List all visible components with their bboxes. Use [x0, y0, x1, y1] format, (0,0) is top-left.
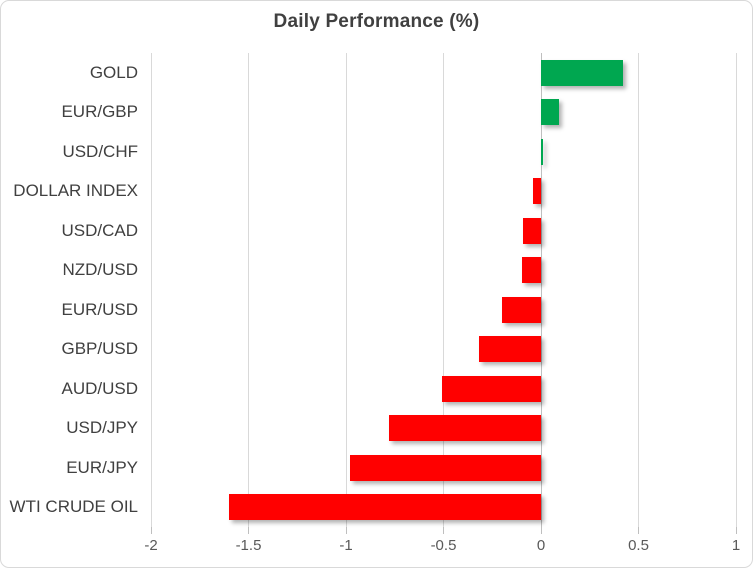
- x-axis-tick-label: 0: [536, 537, 546, 554]
- x-axis-tick-label: 0.5: [628, 537, 649, 554]
- bar-usd-chf: [541, 138, 543, 165]
- bar-aud-usd: [441, 375, 541, 402]
- category-label-nzd-usd: NZD/USD: [62, 260, 138, 279]
- bar-usd-cad: [523, 217, 541, 244]
- bar-wti-crude-oil: [229, 494, 541, 520]
- bar-gold: [541, 59, 623, 86]
- zero-axis-line: [540, 53, 542, 527]
- category-label-usd-chf: USD/CHF: [62, 141, 138, 161]
- category-label-gold: GOLD: [89, 62, 138, 82]
- chart-title: Daily Performance (%): [273, 11, 480, 32]
- x-axis-tick-label: -1: [339, 537, 353, 554]
- bar-eur-gbp: [541, 99, 559, 125]
- category-label-dollar-index: DOLLAR INDEX: [13, 181, 138, 200]
- bar-eur-usd: [502, 296, 541, 323]
- gridline: [150, 53, 152, 527]
- bar-gbp-usd: [478, 336, 541, 362]
- gridline: [248, 53, 249, 527]
- bar-dollar-index: [533, 178, 541, 204]
- x-axis-tick-label: -2: [144, 537, 158, 554]
- category-label-usd-jpy: USD/JPY: [66, 418, 138, 437]
- x-axis-tick-label: -1.5: [235, 537, 262, 554]
- x-axis-tick-label: 1: [731, 537, 741, 554]
- category-label-aud-usd: AUD/USD: [61, 378, 138, 398]
- axis-tick-mark: [638, 527, 639, 534]
- category-label-eur-jpy: EUR/JPY: [66, 457, 138, 477]
- bar-nzd-usd: [521, 257, 541, 283]
- category-label-eur-usd: EUR/USD: [61, 299, 138, 319]
- axis-tick-mark: [735, 527, 737, 534]
- axis-tick-mark: [540, 527, 542, 534]
- axis-tick-mark: [443, 527, 444, 534]
- gridline: [638, 53, 639, 527]
- x-axis-tick-label: -0.5: [430, 537, 457, 554]
- category-label-wti-crude-oil: WTI CRUDE OIL: [9, 497, 138, 516]
- gridline: [443, 53, 444, 527]
- category-label-eur-gbp: EUR/GBP: [61, 102, 138, 121]
- gridline: [345, 53, 347, 527]
- axis-tick-mark: [150, 527, 152, 534]
- category-label-usd-cad: USD/CAD: [61, 220, 138, 240]
- axis-tick-mark: [345, 527, 347, 534]
- gridline: [735, 53, 737, 527]
- category-label-gbp-usd: GBP/USD: [61, 339, 138, 358]
- bar-usd-jpy: [388, 415, 541, 441]
- bar-eur-jpy: [349, 454, 541, 481]
- axis-tick-mark: [248, 527, 249, 534]
